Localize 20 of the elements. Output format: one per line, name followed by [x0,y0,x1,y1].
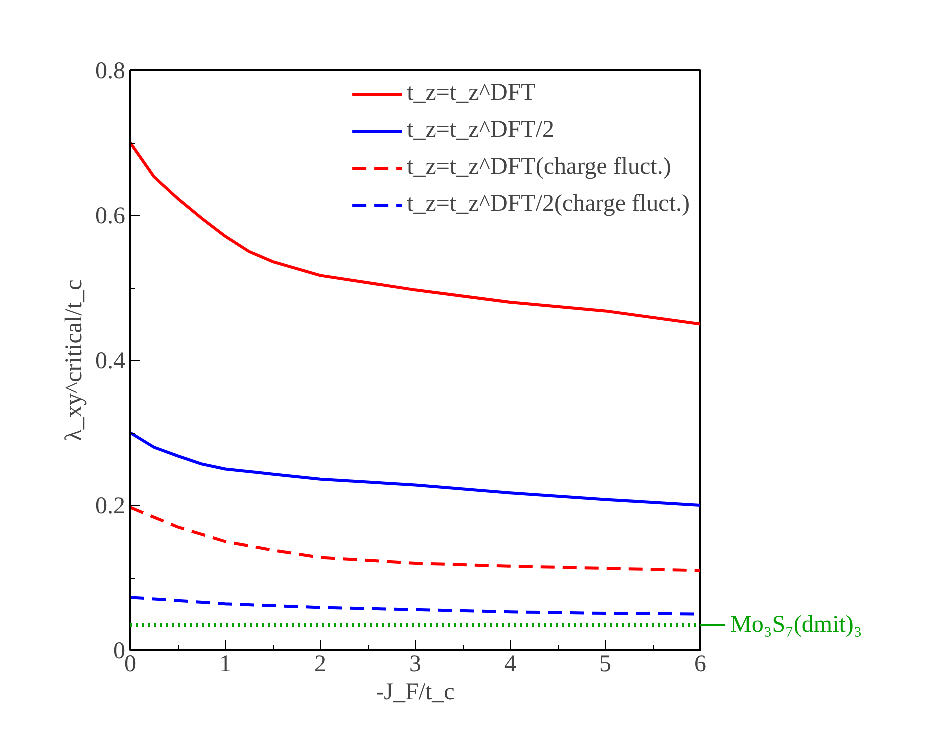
x-tick-label: 2 [314,652,326,678]
x-tick-label: 1 [220,652,232,678]
y-tick-label: 0.4 [96,348,126,374]
y-axis-title: λ_xy^critical/t_c [62,280,88,442]
legend-label: t_z=t_z^DFT/2(charge fluct.) [407,191,690,218]
ref-line-label: Mo₃S₇(dmit)₃ [730,612,862,638]
line-series [130,432,700,507]
legend-label: t_z=t_z^DFT [407,80,536,107]
legend-label: t_z=t_z^DFT/2 [407,117,555,144]
x-axis-title: -J_F/t_c [376,680,455,706]
line-series [130,142,700,326]
line-series [130,506,700,572]
x-tick-label: 3 [410,652,422,678]
x-tick-label: 4 [504,652,516,678]
y-tick-label: 0.2 [96,494,126,520]
x-tick-label: 6 [694,652,706,678]
y-tick-label: 0.8 [96,58,126,84]
y-tick-label: 0.6 [96,204,126,230]
x-tick-label: 5 [600,652,612,678]
legend-label: t_z=t_z^DFT(charge fluct.) [407,154,672,181]
